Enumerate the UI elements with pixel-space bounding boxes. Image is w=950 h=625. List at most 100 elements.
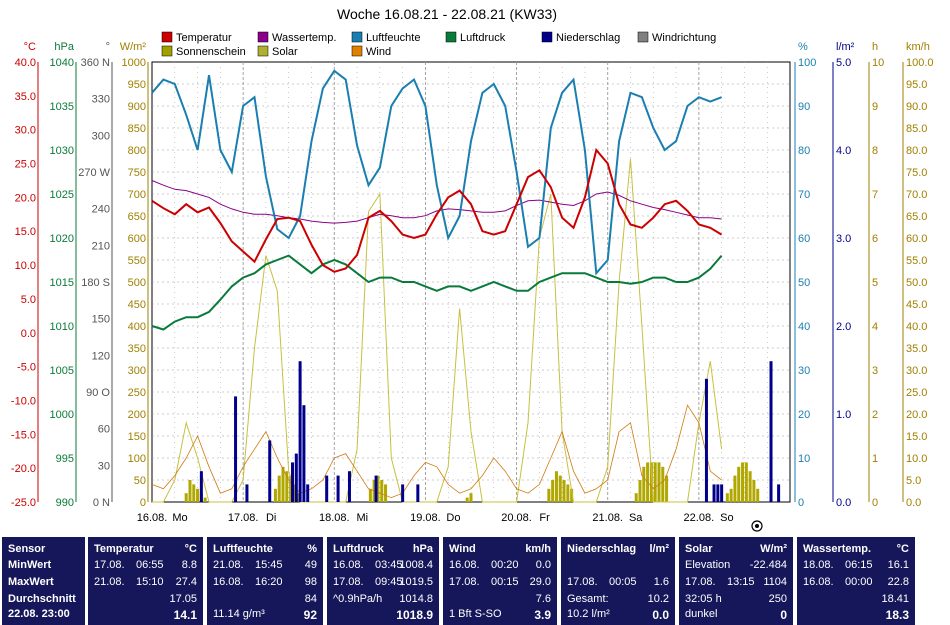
sunshine-bar [465, 497, 469, 502]
panel-cell-date: ^0.9hPa/h [333, 593, 383, 605]
right-axis-unit: % [798, 41, 808, 53]
panel-cell-value: -22.484 [749, 559, 787, 571]
sunshine-bar [665, 475, 669, 502]
legend-label: Niederschlag [556, 32, 620, 44]
left-axis-tick-label: 25.0 [15, 159, 36, 171]
panel-cell-value: 1019.5 [399, 576, 433, 588]
x-axis-labels: 16.08. Mo 17.08. Di 18.08. Mi 19.08. Do 20.08. Fr… [137, 512, 734, 524]
grid [151, 61, 791, 503]
x-tick-day: Do [446, 512, 460, 524]
precipitation-bar [374, 475, 378, 502]
panel-cell-current: 18.3 [885, 608, 909, 622]
sunshine-bar [277, 475, 281, 502]
legend-label: Luftfeuchte [366, 32, 420, 44]
sunshine-bar [638, 480, 642, 502]
right-axis-tick-label: 8 [872, 145, 878, 157]
panel-cell-date: Elevation [685, 559, 731, 571]
panel-cell-date: 16.08. [213, 576, 244, 588]
left-axis-tick-label: 1010 [50, 321, 74, 333]
right-axis-tick-label: 4.0 [836, 145, 851, 157]
panel-cell-value: 27.4 [175, 576, 197, 588]
panel-cell-value: 1014.8 [399, 593, 433, 605]
left-axis-tick-label: 0.0 [21, 328, 36, 340]
panel-cell-value: 22.8 [887, 576, 909, 588]
right-axis-tick-label: 10.0 [906, 453, 927, 465]
row-label: Durchschnitt [8, 593, 76, 605]
sunshine-bar [562, 480, 566, 502]
legend: Temperatur Wassertemp. Luftfeuchte Luftdruc… [161, 31, 716, 58]
left-axis-tick-label: 550 [128, 255, 146, 267]
row-label: Sensor [8, 543, 46, 555]
legend-swatch [351, 45, 363, 57]
panel-cell-time: 15:10 [136, 576, 164, 588]
stats-panel-rain: Niederschlag l/m² 17.08. 00:05 1.6 Gesamt: 10.… [561, 537, 675, 625]
sunshine-bar [741, 462, 745, 502]
left-axis-tick-label: 330 [92, 94, 110, 106]
sunshine-bar [744, 462, 748, 502]
sunshine-bar [566, 484, 570, 502]
panel-cell-time: 00:20 [491, 559, 519, 571]
panel-cell-time: 06:55 [136, 559, 164, 571]
solar-line [152, 158, 723, 503]
wind-line [151, 404, 722, 499]
left-axis-tick-label: 1025 [50, 189, 74, 201]
left-axis-tick-label: 700 [128, 189, 146, 201]
panel-cell-current: 0 [780, 608, 787, 622]
left-axis-tick-label: 150 [128, 431, 146, 443]
left-axis-tick-label: -5.0 [17, 362, 36, 374]
sunshine-bar [380, 480, 384, 502]
chart-title: Woche 16.08.21 - 22.08.21 (KW33) [337, 6, 557, 22]
panel-cell-value: 1104 [763, 576, 787, 588]
precipitation-bar [769, 361, 773, 502]
left-axis-tick-label: 100 [128, 453, 146, 465]
right-axis-tick-label: 70.0 [906, 189, 927, 201]
stats-panel-temp: Temperatur °C 17.08. 06:55 8.8 21.08. 15:10 27.… [88, 537, 203, 625]
legend-label: Wind [366, 46, 391, 58]
water-temp-line [151, 180, 722, 224]
right-axis-tick-label: 60 [798, 233, 810, 245]
left-axis-tick-label: 1020 [50, 233, 74, 245]
panel-cell-date: 17.08. [567, 576, 598, 588]
x-tick-day: Mo [172, 512, 187, 524]
left-axis-tick-label: 20.0 [15, 192, 36, 204]
sunshine-bar [285, 471, 289, 502]
scroll-marker-icon[interactable] [751, 520, 763, 532]
right-axis-tick-label: 100.0 [906, 57, 934, 69]
right-axis-tick-label: 0.0 [906, 497, 921, 509]
left-axis-tick-label: -20.0 [11, 463, 36, 475]
precipitation-bar [268, 440, 272, 502]
panel-title: Luftfeuchte [213, 543, 273, 555]
right-axis-tick-label: 65.0 [906, 211, 927, 223]
precipitation-bar [245, 484, 249, 502]
sunshine-bar [733, 475, 737, 502]
panel-cell-date: 17.08. [685, 576, 716, 588]
panel-cell-time: 03:45 [375, 559, 403, 571]
right-axis-tick-label: 60.0 [906, 233, 927, 245]
panel-cell-value: 18.41 [881, 593, 909, 605]
panel-cell-value: 49 [304, 559, 317, 571]
precipitation-bar [704, 378, 708, 502]
sunshine-bar [273, 488, 277, 502]
axes: 40.035.030.025.020.015.010.05.00.0-5.0-1… [11, 41, 934, 509]
left-axis-tick-label: 1000 [50, 409, 74, 421]
x-tick-label: 16.08. [137, 512, 168, 524]
left-axis-tick-label: 650 [128, 211, 146, 223]
row-label: MinWert [8, 559, 52, 571]
sunshine-bar [748, 471, 752, 502]
panel-title: Wind [449, 543, 476, 555]
right-axis-tick-label: 45.0 [906, 299, 927, 311]
sunshine-bar [547, 488, 551, 502]
sunshine-bar [737, 466, 741, 502]
left-axis-tick-label: 35.0 [15, 91, 36, 103]
right-axis-tick-label: 3.0 [836, 233, 851, 245]
left-axis-tick-label: 0 N [93, 497, 110, 509]
plot-area [151, 69, 781, 503]
panel-cell-time: 09:45 [375, 576, 403, 588]
left-axis-tick-label: 0 [140, 497, 146, 509]
sunshine-bar [376, 475, 380, 502]
precipitation-bar [777, 484, 781, 502]
sunshine-bar [281, 466, 285, 502]
panel-title: Wassertemp. [803, 543, 872, 555]
left-axis-tick-label: 500 [128, 277, 146, 289]
precipitation-bar [401, 484, 405, 502]
